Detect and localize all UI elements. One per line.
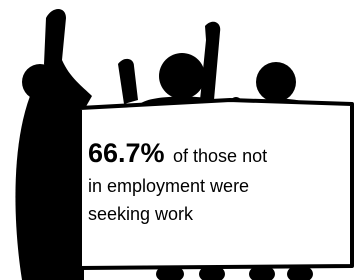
caption-line: of those not: [173, 146, 267, 166]
infographic: 66.7% of those not in employment were se…: [0, 0, 354, 280]
page: {"stat": "66.7%", "caption_lines": ["of …: [0, 0, 354, 280]
left-figure-body: [15, 86, 84, 280]
middle-figure-arm: [200, 22, 220, 100]
middle-figure-left-arm: [118, 59, 138, 104]
middle-figure-head: [159, 53, 205, 99]
right-figure-head: [256, 62, 296, 102]
stat-value: 66.7%: [88, 138, 165, 168]
caption-line: in employment were: [88, 176, 249, 196]
caption-line: seeking work: [88, 204, 194, 224]
left-figure-head: [22, 64, 58, 100]
